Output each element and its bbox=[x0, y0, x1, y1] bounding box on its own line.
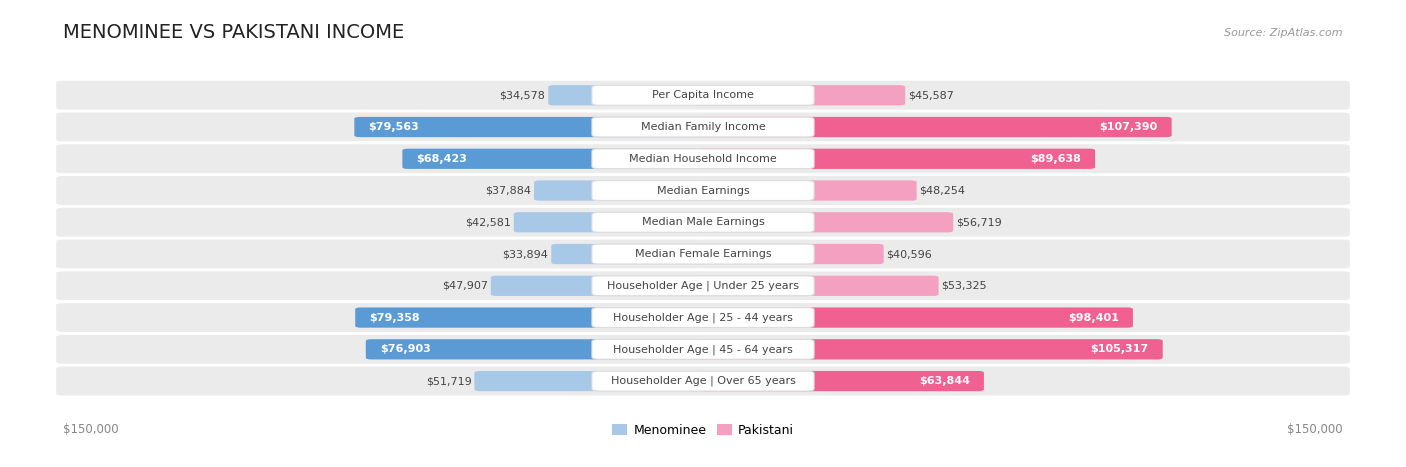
Text: $56,719: $56,719 bbox=[956, 217, 1001, 227]
Text: $105,317: $105,317 bbox=[1091, 344, 1149, 354]
Text: Median Male Earnings: Median Male Earnings bbox=[641, 217, 765, 227]
Text: Median Household Income: Median Household Income bbox=[628, 154, 778, 164]
Text: $150,000: $150,000 bbox=[1286, 423, 1343, 436]
Text: $79,358: $79,358 bbox=[370, 312, 420, 323]
Text: $150,000: $150,000 bbox=[63, 423, 120, 436]
Text: Householder Age | Under 25 years: Householder Age | Under 25 years bbox=[607, 281, 799, 291]
Text: $89,638: $89,638 bbox=[1031, 154, 1081, 164]
Text: Householder Age | 45 - 64 years: Householder Age | 45 - 64 years bbox=[613, 344, 793, 354]
Text: Householder Age | Over 65 years: Householder Age | Over 65 years bbox=[610, 376, 796, 386]
Text: $40,596: $40,596 bbox=[886, 249, 932, 259]
Text: $33,894: $33,894 bbox=[502, 249, 548, 259]
Text: $76,903: $76,903 bbox=[380, 344, 430, 354]
Text: $63,844: $63,844 bbox=[920, 376, 970, 386]
Text: $34,578: $34,578 bbox=[499, 90, 546, 100]
Text: $45,587: $45,587 bbox=[908, 90, 953, 100]
Legend: Menominee, Pakistani: Menominee, Pakistani bbox=[607, 419, 799, 442]
Text: Median Female Earnings: Median Female Earnings bbox=[634, 249, 772, 259]
Text: $98,401: $98,401 bbox=[1069, 312, 1119, 323]
Text: MENOMINEE VS PAKISTANI INCOME: MENOMINEE VS PAKISTANI INCOME bbox=[63, 23, 405, 42]
Text: $48,254: $48,254 bbox=[920, 185, 966, 196]
Text: $79,563: $79,563 bbox=[368, 122, 419, 132]
Text: $47,907: $47,907 bbox=[441, 281, 488, 291]
Text: $37,884: $37,884 bbox=[485, 185, 531, 196]
Text: $68,423: $68,423 bbox=[416, 154, 467, 164]
Text: Median Earnings: Median Earnings bbox=[657, 185, 749, 196]
Text: $51,719: $51,719 bbox=[426, 376, 471, 386]
Text: $107,390: $107,390 bbox=[1099, 122, 1157, 132]
Text: Householder Age | 25 - 44 years: Householder Age | 25 - 44 years bbox=[613, 312, 793, 323]
Text: $42,581: $42,581 bbox=[465, 217, 510, 227]
Text: Median Family Income: Median Family Income bbox=[641, 122, 765, 132]
Text: Source: ZipAtlas.com: Source: ZipAtlas.com bbox=[1225, 28, 1343, 38]
Text: $53,325: $53,325 bbox=[942, 281, 987, 291]
Text: Per Capita Income: Per Capita Income bbox=[652, 90, 754, 100]
